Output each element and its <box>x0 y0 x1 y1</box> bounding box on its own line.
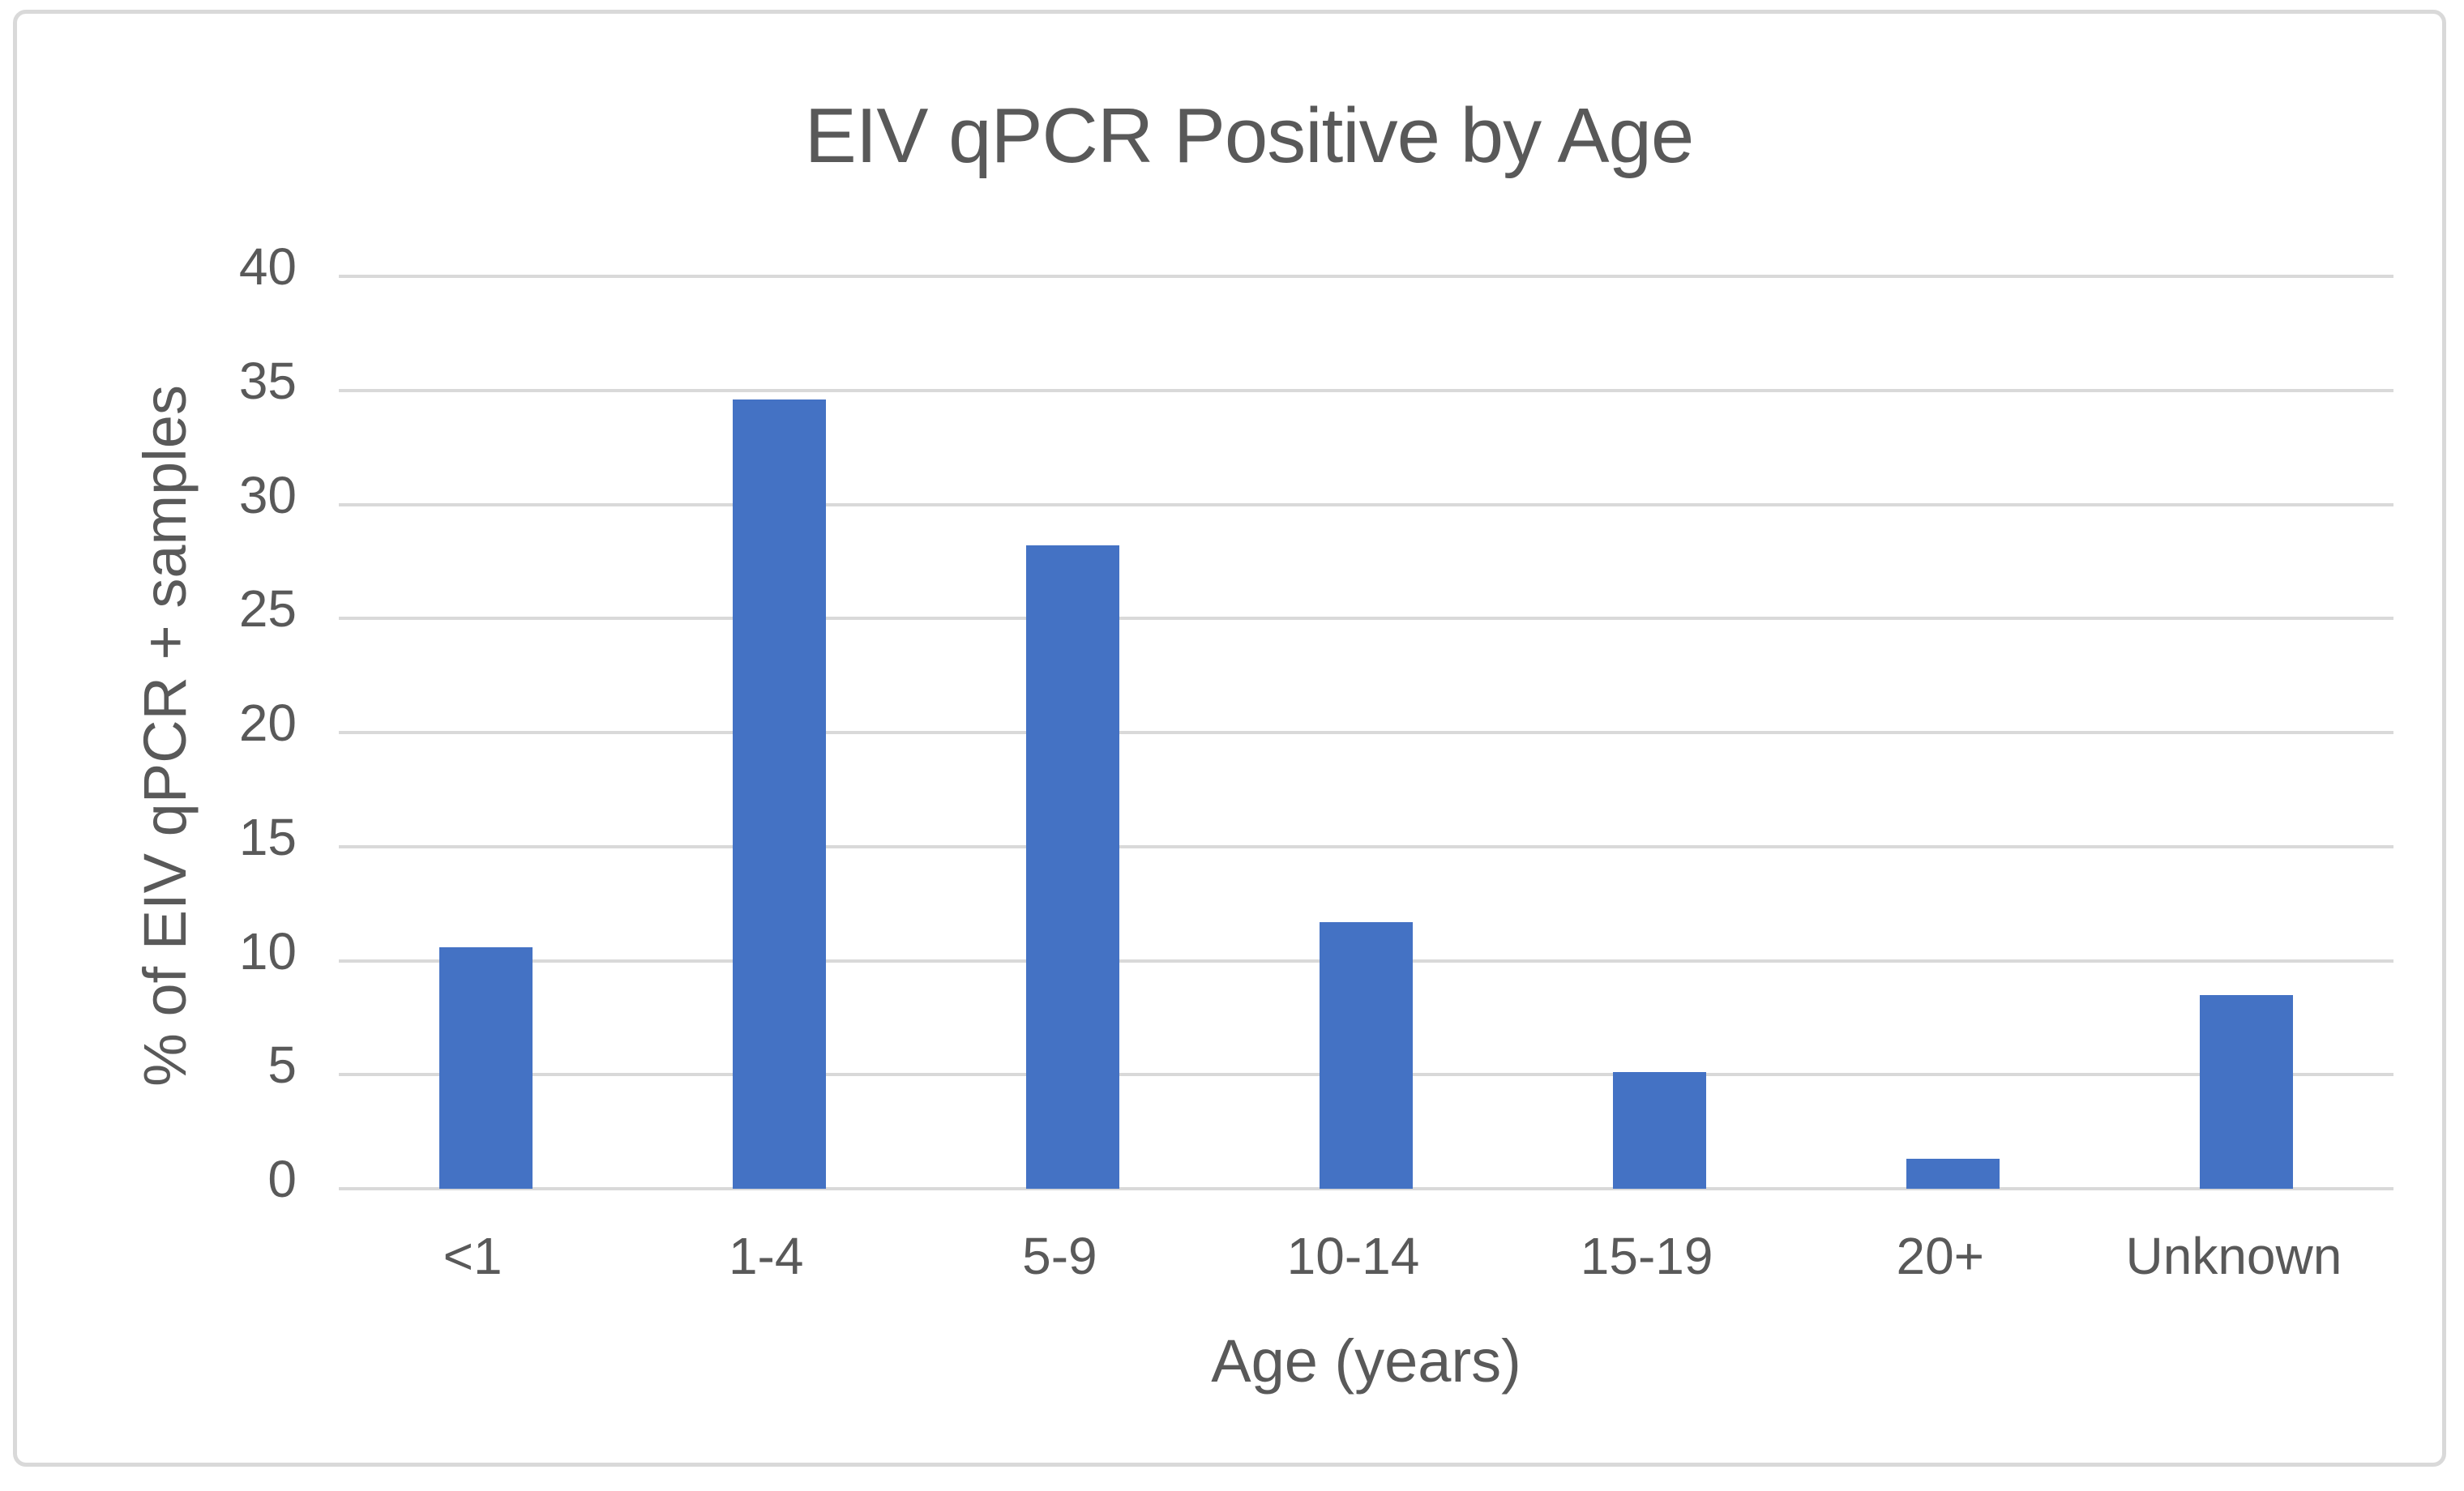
y-tick-label-35: 35 <box>238 351 297 410</box>
x-category-label-1-4: 1-4 <box>728 1227 804 1285</box>
x-category-label-20+: 20+ <box>1896 1227 1985 1285</box>
x-category-label-15-19: 15-19 <box>1580 1227 1713 1285</box>
bar-5-9 <box>1025 545 1119 1189</box>
chart-frame: EIV qPCR Positive by Age % of EIV qPCR +… <box>13 10 2446 1467</box>
gridline-y-35 <box>339 388 2393 392</box>
gridline-y-15 <box>339 844 2393 848</box>
y-tick-label-25: 25 <box>238 579 297 639</box>
y-tick-label-0: 0 <box>267 1150 297 1208</box>
y-tick-label-30: 30 <box>238 465 297 524</box>
gridline-y-30 <box>339 502 2393 506</box>
bar-10-14 <box>1320 921 1413 1189</box>
gridline-y-25 <box>339 617 2393 621</box>
x-category-label-Unknown: Unknown <box>2125 1227 2342 1285</box>
bar-Unknown <box>2200 994 2294 1189</box>
y-tick-label-15: 15 <box>238 807 297 866</box>
y-tick-label-5: 5 <box>267 1036 297 1095</box>
plot-area <box>339 275 2393 1190</box>
bar-<1 <box>438 946 533 1189</box>
gridline-y-40 <box>339 275 2393 278</box>
gridline-y-0 <box>339 1187 2393 1190</box>
bar-1-4 <box>732 399 826 1189</box>
x-category-label-<1: <1 <box>443 1227 503 1285</box>
y-tick-label-10: 10 <box>238 921 297 980</box>
x-category-label-10-14: 10-14 <box>1286 1227 1420 1285</box>
chart-title: EIV qPCR Positive by Age <box>804 92 1695 179</box>
x-axis-title: Age (years) <box>1211 1327 1521 1395</box>
y-tick-label-20: 20 <box>238 694 297 752</box>
y-tick-label-40: 40 <box>238 237 297 296</box>
bar-15-19 <box>1613 1072 1707 1189</box>
x-category-label-5-9: 5-9 <box>1022 1227 1097 1285</box>
bar-20+ <box>1906 1159 2000 1189</box>
gridline-y-20 <box>339 731 2393 734</box>
